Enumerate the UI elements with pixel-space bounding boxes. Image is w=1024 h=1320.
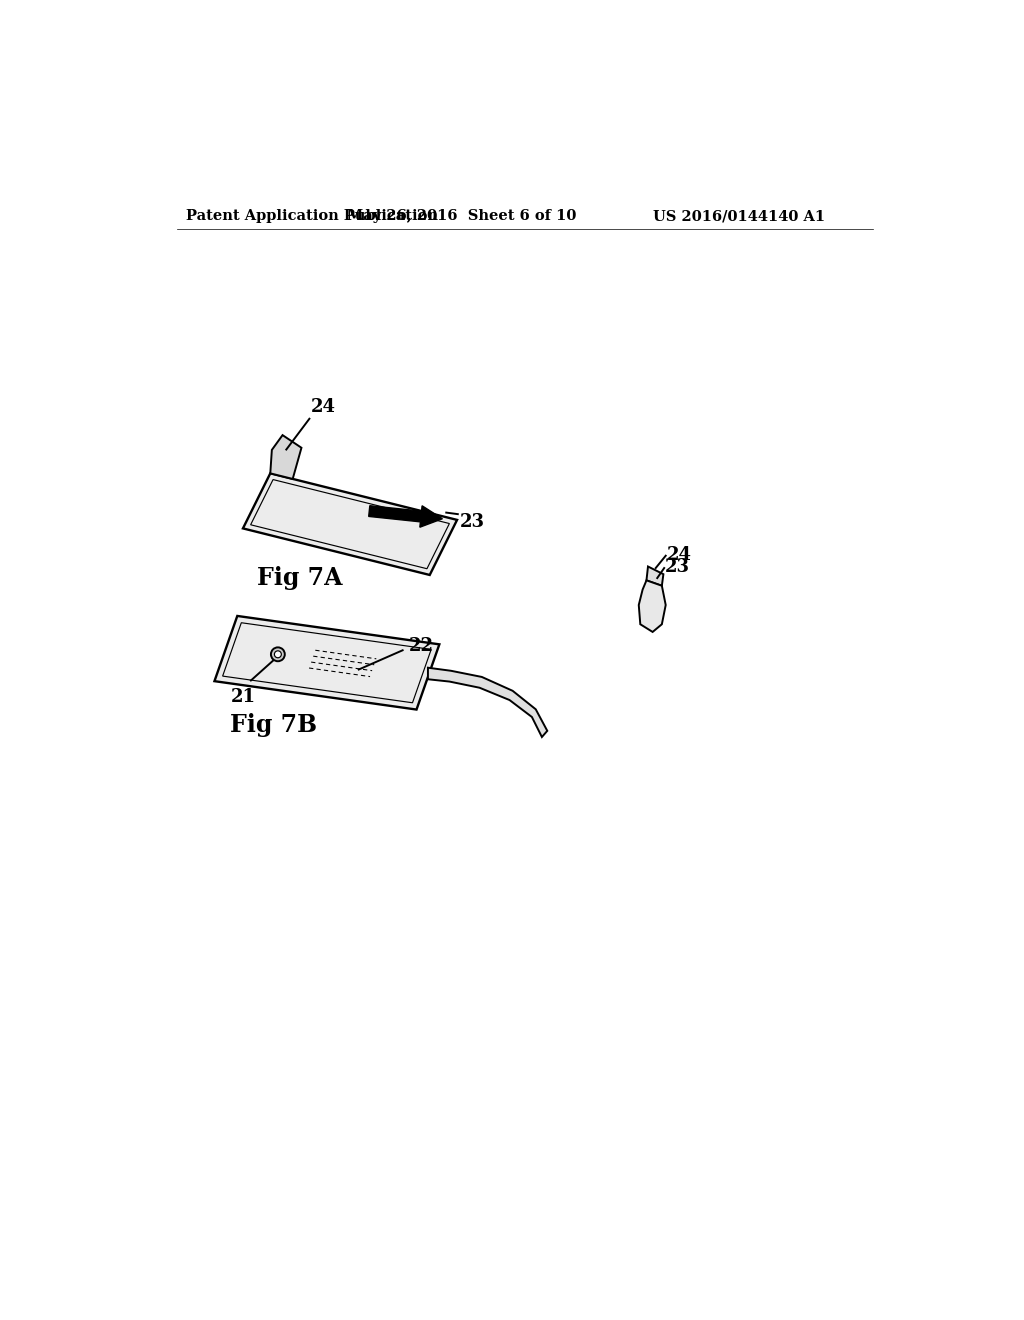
Text: Patent Application Publication: Patent Application Publication <box>186 209 438 223</box>
Text: 23: 23 <box>665 557 690 576</box>
Text: 24: 24 <box>311 399 336 416</box>
Polygon shape <box>428 668 547 737</box>
Text: 24: 24 <box>667 546 691 564</box>
Polygon shape <box>639 581 666 632</box>
Circle shape <box>274 651 282 657</box>
Text: May 26, 2016  Sheet 6 of 10: May 26, 2016 Sheet 6 of 10 <box>347 209 577 223</box>
Text: 22: 22 <box>409 638 434 656</box>
Text: US 2016/0144140 A1: US 2016/0144140 A1 <box>652 209 825 223</box>
FancyArrow shape <box>369 506 442 527</box>
Polygon shape <box>214 616 439 710</box>
Text: Fig 7B: Fig 7B <box>229 713 316 737</box>
Text: Fig 7A: Fig 7A <box>257 566 343 590</box>
Polygon shape <box>243 474 457 576</box>
Polygon shape <box>646 566 664 586</box>
Text: 21: 21 <box>230 688 256 706</box>
Circle shape <box>271 647 285 661</box>
Text: 23: 23 <box>460 513 484 531</box>
Polygon shape <box>270 436 301 479</box>
